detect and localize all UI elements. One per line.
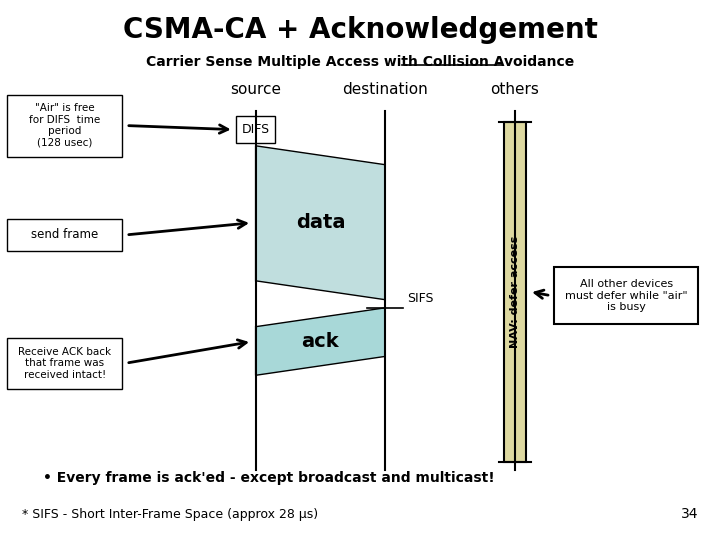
Bar: [7, 338, 122, 389]
Text: • Every frame is ack'ed - except broadcast and multicast!: • Every frame is ack'ed - except broadca…: [43, 471, 495, 485]
Text: NAV: defer access: NAV: defer access: [510, 235, 520, 348]
Text: Carrier Sense Multiple Access with Collision Avoidance: Carrier Sense Multiple Access with Colli…: [146, 55, 574, 69]
Text: All other devices
must defer while "air"
is busy: All other devices must defer while "air"…: [565, 279, 688, 312]
Bar: [504, 122, 526, 462]
Bar: [554, 267, 698, 324]
Text: DIFS: DIFS: [241, 123, 270, 136]
Bar: [236, 116, 275, 143]
Text: data: data: [296, 213, 345, 232]
Text: Receive ACK back
that frame was
received intact!: Receive ACK back that frame was received…: [18, 347, 112, 380]
Text: * SIFS - Short Inter-Frame Space (approx 28 μs): * SIFS - Short Inter-Frame Space (approx…: [22, 508, 318, 521]
Polygon shape: [256, 146, 385, 300]
Text: send frame: send frame: [31, 228, 99, 241]
Text: "Air" is free
for DIFS  time
period
(128 usec): "Air" is free for DIFS time period (128 …: [30, 103, 100, 148]
Text: destination: destination: [342, 82, 428, 97]
Text: others: others: [490, 82, 539, 97]
Text: source: source: [230, 82, 281, 97]
Text: 34: 34: [681, 507, 698, 521]
Text: SIFS: SIFS: [407, 292, 433, 305]
Bar: [7, 219, 122, 251]
Text: ack: ack: [302, 332, 339, 351]
Polygon shape: [256, 308, 385, 375]
Text: CSMA-CA + Acknowledgement: CSMA-CA + Acknowledgement: [122, 16, 598, 44]
Bar: [7, 94, 122, 157]
